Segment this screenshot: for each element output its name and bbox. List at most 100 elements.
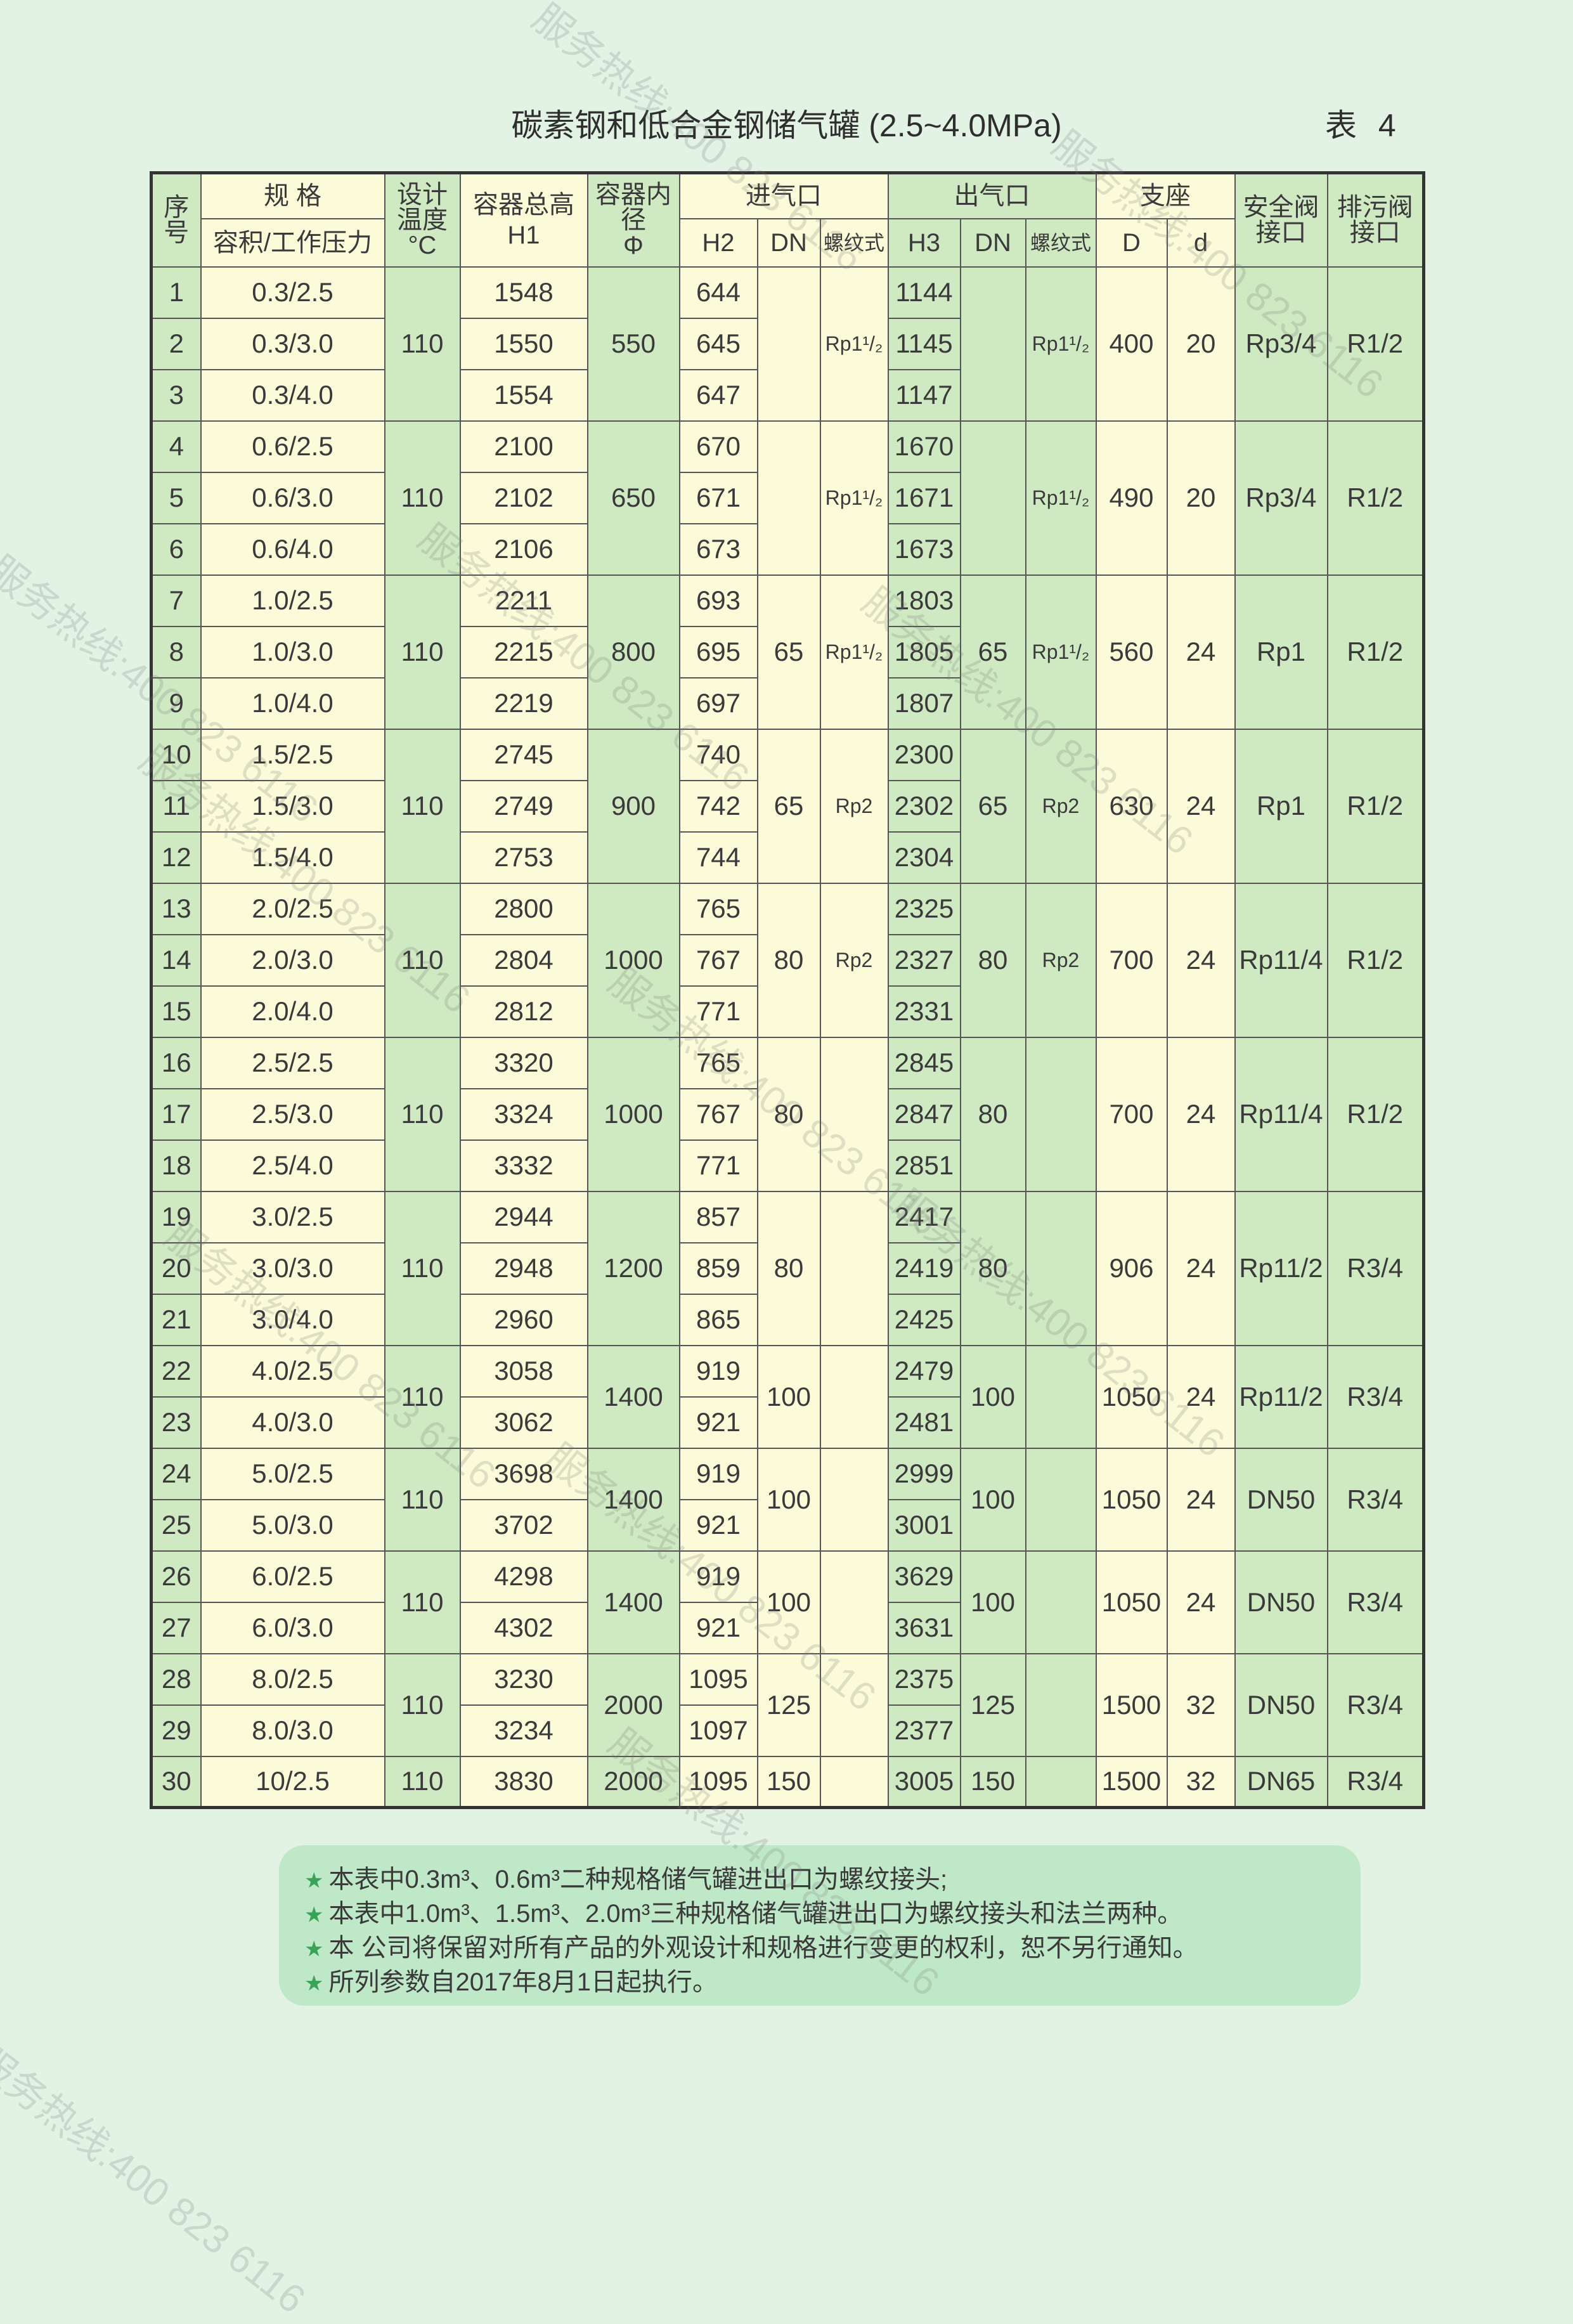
cell-h2: 919 bbox=[678, 1344, 758, 1398]
cell-h2: 1095 bbox=[678, 1652, 758, 1706]
cell-safety: Rp1 bbox=[1234, 574, 1328, 730]
table-row: 9 1.0/4.0 2219 697 1807 bbox=[150, 677, 1424, 730]
cell-inlet-dn: 65 bbox=[756, 728, 821, 884]
cell-seq: 3 bbox=[150, 368, 202, 422]
cell-h1: 2215 bbox=[459, 625, 588, 678]
cell-h1: 3234 bbox=[459, 1704, 588, 1757]
cell-seq: 24 bbox=[150, 1447, 202, 1500]
cell-temp: 110 bbox=[384, 1652, 461, 1757]
header-temp: 设计温度 °C bbox=[384, 172, 461, 268]
cell-support-d: 24 bbox=[1166, 882, 1236, 1038]
cell-inlet-dn: 80 bbox=[756, 1036, 821, 1192]
table-row: 26 6.0/2.5 110 4298 1400 919 100 3629 100 1050 24 D… bbox=[150, 1550, 1425, 1654]
cell-h2: 921 bbox=[678, 1498, 758, 1552]
cell-drain: R1/2 bbox=[1326, 574, 1425, 730]
cell-inlet-dn: 125 bbox=[756, 1652, 821, 1757]
cell-drain: R1/2 bbox=[1326, 420, 1425, 576]
cell-h3: 1807 bbox=[887, 677, 961, 730]
cell-inlet-thread: Rp2 bbox=[819, 728, 889, 884]
cell-inlet-thread: Rp2 bbox=[819, 882, 889, 1038]
cell-spec: 2.5/4.0 bbox=[200, 1139, 385, 1192]
cell-seq: 2 bbox=[150, 317, 202, 370]
table-row: 27 6.0/3.0 4302 921 3631 bbox=[150, 1601, 1424, 1654]
cell-h1: 2211 bbox=[459, 574, 588, 627]
cell-inlet-dn: 100 bbox=[756, 1550, 821, 1654]
cell-seq: 7 bbox=[150, 574, 202, 627]
cell-outlet-dn: 80 bbox=[959, 882, 1026, 1038]
cell-support-d: 20 bbox=[1166, 266, 1236, 422]
cell-h3: 2481 bbox=[887, 1396, 961, 1449]
header-spec: 规 格 bbox=[200, 172, 385, 219]
cell-seq: 15 bbox=[150, 985, 202, 1038]
cell-h2: 645 bbox=[678, 317, 758, 370]
cell-safety: Rp1 bbox=[1234, 728, 1328, 884]
cell-spec: 3.0/4.0 bbox=[200, 1293, 385, 1346]
cell-spec: 0.3/2.5 bbox=[200, 266, 385, 319]
cell-support-d: 24 bbox=[1166, 1036, 1236, 1192]
header-h3: H3 bbox=[887, 217, 961, 268]
header-drain: 排污阀接口 bbox=[1326, 172, 1425, 268]
cell-h3: 2375 bbox=[887, 1652, 961, 1706]
cell-outlet-dn bbox=[959, 420, 1026, 576]
cell-spec: 0.6/2.5 bbox=[200, 420, 385, 473]
cell-spec: 0.3/4.0 bbox=[200, 368, 385, 422]
cell-h2: 765 bbox=[678, 1036, 758, 1089]
cell-inlet-thread: Rp1¹/₂ bbox=[819, 266, 889, 422]
cell-h1: 2745 bbox=[459, 728, 588, 781]
cell-h2: 671 bbox=[678, 471, 758, 524]
cell-diameter: 1200 bbox=[586, 1190, 680, 1346]
cell-seq: 14 bbox=[150, 933, 202, 987]
cell-spec: 0.6/4.0 bbox=[200, 523, 385, 576]
cell-inlet-dn: 100 bbox=[756, 1344, 821, 1449]
cell-spec: 2.0/4.0 bbox=[200, 985, 385, 1038]
cell-inlet-thread bbox=[819, 1190, 889, 1346]
cell-seq: 28 bbox=[150, 1652, 202, 1706]
cell-h1: 3320 bbox=[459, 1036, 588, 1089]
cell-diameter: 1000 bbox=[586, 882, 680, 1038]
table-row: 25 5.0/3.0 3702 921 3001 bbox=[150, 1498, 1424, 1552]
cell-seq: 5 bbox=[150, 471, 202, 524]
cell-inlet-thread bbox=[819, 1036, 889, 1192]
table-row: 22 4.0/2.5 110 3058 1400 919 100 2479 100 1050 24 R… bbox=[150, 1344, 1425, 1449]
cell-h2: 742 bbox=[678, 779, 758, 833]
table-row: 28 8.0/2.5 110 3230 2000 1095 125 2375 125 1500 32… bbox=[150, 1652, 1425, 1757]
cell-temp: 110 bbox=[384, 574, 461, 730]
cell-safety: DN50 bbox=[1234, 1652, 1328, 1757]
cell-h2: 859 bbox=[678, 1242, 758, 1295]
cell-inlet-thread bbox=[819, 1652, 889, 1757]
cell-h3: 2300 bbox=[887, 728, 961, 781]
cell-h3: 2325 bbox=[887, 882, 961, 935]
cell-diameter: 2000 bbox=[586, 1755, 680, 1808]
cell-seq: 12 bbox=[150, 831, 202, 884]
cell-h3: 2327 bbox=[887, 933, 961, 987]
cell-outlet-thread: Rp2 bbox=[1025, 728, 1097, 884]
cell-h3: 3005 bbox=[887, 1755, 961, 1808]
cell-h1: 1550 bbox=[459, 317, 588, 370]
cell-spec: 1.0/4.0 bbox=[200, 677, 385, 730]
spec-table: 序号 规 格 设计温度 °C 容器总高 H1 容器内径 Φ 进气口 出气口 支座… bbox=[150, 171, 1425, 1809]
cell-outlet-dn: 150 bbox=[959, 1755, 1026, 1808]
header-spec-sub: 容积/工作压力 bbox=[200, 217, 385, 268]
cell-h2: 697 bbox=[678, 677, 758, 730]
cell-temp: 110 bbox=[384, 1447, 461, 1552]
cell-outlet-thread bbox=[1025, 1447, 1097, 1552]
cell-h3: 2304 bbox=[887, 831, 961, 884]
star-icon: ★ bbox=[304, 1937, 324, 1961]
cell-seq: 27 bbox=[150, 1601, 202, 1654]
cell-inlet-thread bbox=[819, 1550, 889, 1654]
cell-drain: R1/2 bbox=[1326, 728, 1425, 884]
cell-outlet-dn: 100 bbox=[959, 1550, 1026, 1654]
cell-seq: 4 bbox=[150, 420, 202, 473]
cell-outlet-thread: Rp1¹/₂ bbox=[1025, 420, 1097, 576]
cell-diameter: 1400 bbox=[586, 1344, 680, 1449]
cell-seq: 29 bbox=[150, 1704, 202, 1757]
cell-h1: 3332 bbox=[459, 1139, 588, 1192]
header-outlet: 出气口 bbox=[887, 172, 1097, 219]
cell-diameter: 1400 bbox=[586, 1550, 680, 1654]
star-icon: ★ bbox=[304, 1869, 324, 1893]
cell-h3: 2331 bbox=[887, 985, 961, 1038]
cell-seq: 23 bbox=[150, 1396, 202, 1449]
cell-h2: 865 bbox=[678, 1293, 758, 1346]
cell-seq: 11 bbox=[150, 779, 202, 833]
cell-h2: 921 bbox=[678, 1601, 758, 1654]
